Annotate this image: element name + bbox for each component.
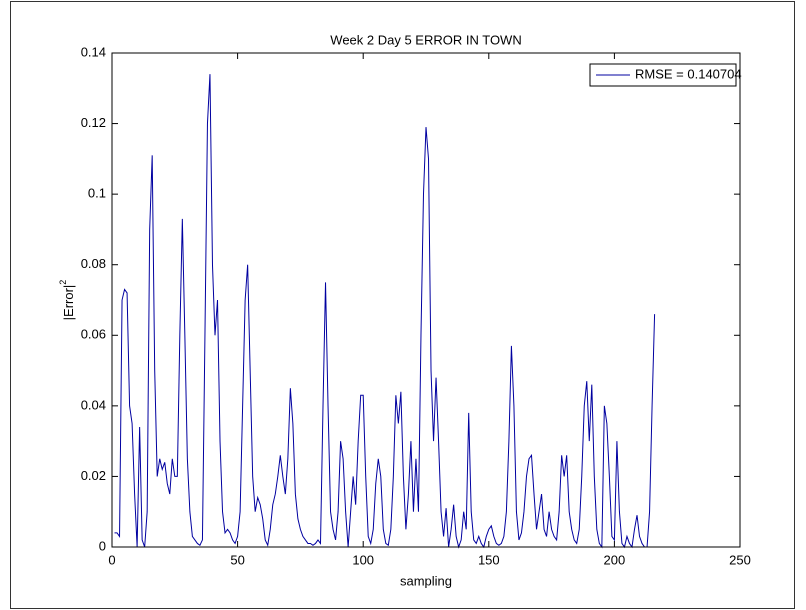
y-tick-label: 0.08 <box>81 256 106 271</box>
y-label-sup: 2 <box>58 280 68 285</box>
y-label-text: |Error| <box>61 285 76 321</box>
legend-label: RMSE = 0.140704 <box>635 66 742 81</box>
y-tick-label: 0.06 <box>81 327 106 342</box>
x-tick-label: 200 <box>604 552 626 567</box>
x-tick-label: 150 <box>478 552 500 567</box>
y-tick-label: 0 <box>99 538 106 553</box>
line-series <box>114 74 656 549</box>
y-tick-label: 0.12 <box>81 115 106 130</box>
x-tick-label: 250 <box>729 552 751 567</box>
y-tick-label: 0.1 <box>88 186 106 201</box>
y-tick-label: 0.02 <box>81 468 106 483</box>
chart-title: Week 2 Day 5 ERROR IN TOWN <box>330 32 521 47</box>
y-tick-label: 0.04 <box>81 397 106 412</box>
legend-box <box>589 63 737 87</box>
y-tick-label: 0.14 <box>81 44 106 59</box>
x-tick-label: 50 <box>230 552 244 567</box>
x-tick-label: 100 <box>352 552 374 567</box>
y-axis-label: |Error|2 <box>58 280 76 321</box>
x-axis-label: sampling <box>400 573 452 588</box>
axes-box <box>111 52 741 548</box>
x-tick-label: 0 <box>108 552 115 567</box>
